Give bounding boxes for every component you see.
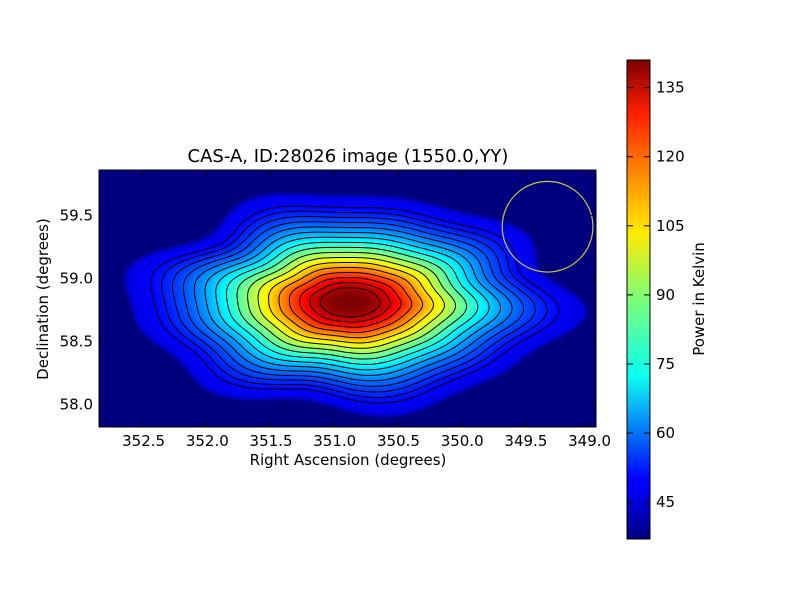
- plot-area: 352.5 352.0 351.5 351.0 350.5 350.0 349.5 349.0…: [60, 169, 611, 450]
- colorbar-tick-label: 135: [656, 79, 685, 97]
- reference-circle: [501, 180, 594, 273]
- y-tick-label: 58.0: [60, 395, 93, 413]
- colorbar-tick-label: 90: [656, 286, 675, 304]
- x-tick-label: 350.0: [441, 432, 484, 450]
- contour-lines: [149, 205, 560, 404]
- colorbar-tick-label: 45: [656, 493, 675, 511]
- colorbar-ticks: 45 60 75 90 105 120 135: [627, 79, 685, 511]
- plot-frame: [98, 169, 597, 428]
- contour-line: [247, 251, 456, 355]
- y-tick-label: 58.5: [60, 332, 93, 350]
- heatmap-band: [341, 298, 359, 307]
- chart-title: CAS-A, ID:28026 image (1550.0,YY): [188, 146, 509, 167]
- contour-line: [160, 210, 548, 399]
- colorbar-tick-label: 120: [656, 148, 685, 166]
- contour-line: [309, 282, 391, 323]
- contour-line: [193, 226, 513, 382]
- contour-line: [288, 272, 413, 333]
- x-tick-label: 351.5: [250, 432, 293, 450]
- colorbar-gradient: [626, 59, 651, 540]
- y-axis-ticks: 58.0 58.5 59.0 59.5: [60, 206, 596, 413]
- x-axis-label: Right Ascension (degrees): [250, 451, 447, 469]
- y-axis-label: Declination (degrees): [34, 218, 52, 380]
- contour-line: [236, 246, 468, 360]
- colorbar-label: Power in Kelvin: [690, 242, 708, 356]
- contour-line: [257, 257, 445, 349]
- x-tick-label: 352.5: [122, 432, 165, 450]
- contour-line: [182, 221, 525, 387]
- contour-line: [204, 231, 502, 376]
- contour-line: [319, 287, 381, 318]
- contour-line: [225, 241, 479, 365]
- colorbar-tick-label: 105: [656, 217, 685, 235]
- colorbar-tick-label: 75: [656, 355, 675, 373]
- y-tick-label: 59.0: [60, 269, 93, 287]
- contour-line: [149, 205, 560, 404]
- x-tick-label: 351.0: [313, 432, 356, 450]
- colorbar-tick-label: 60: [656, 424, 675, 442]
- x-axis-ticks: 352.5 352.0 351.5 351.0 350.5 350.0 349.5 349.0: [122, 170, 611, 450]
- contour-line: [299, 277, 402, 328]
- x-tick-label: 349.0: [568, 432, 611, 450]
- x-tick-label: 352.0: [186, 432, 229, 450]
- x-tick-label: 350.5: [377, 432, 420, 450]
- contour-line: [215, 236, 490, 371]
- x-tick-label: 349.5: [504, 432, 547, 450]
- contour-line: [171, 216, 536, 393]
- colorbar: 45 60 75 90 105 120 135 Power in Kelvin: [626, 59, 708, 540]
- y-tick-label: 59.5: [60, 206, 93, 224]
- contour-line: [278, 267, 424, 339]
- contour-line: [268, 262, 435, 344]
